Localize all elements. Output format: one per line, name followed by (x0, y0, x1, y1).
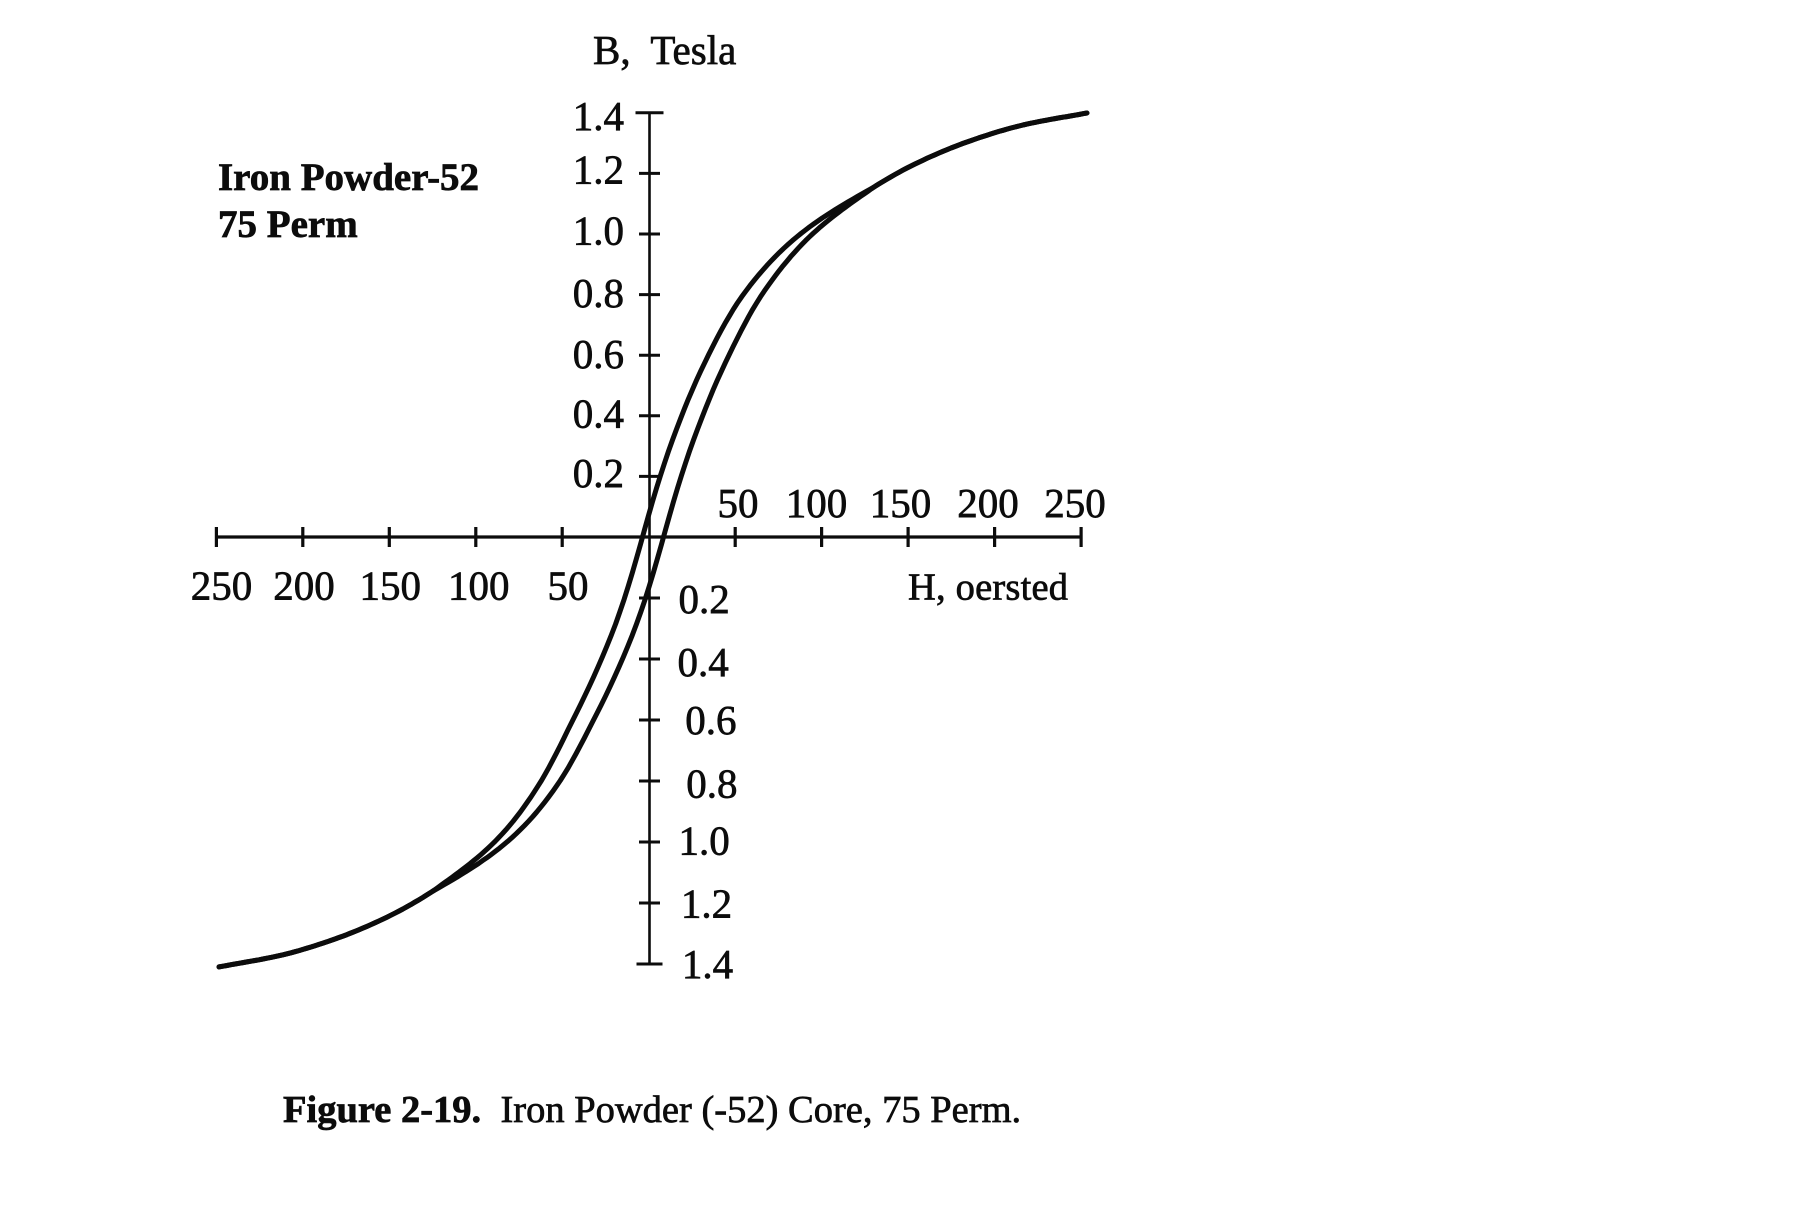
svg-text:0.4: 0.4 (678, 639, 729, 685)
svg-text:100: 100 (786, 480, 848, 526)
svg-text:50: 50 (548, 563, 589, 609)
svg-text:0.4: 0.4 (573, 391, 624, 437)
svg-text:200: 200 (273, 563, 335, 609)
svg-text:1.4: 1.4 (573, 93, 624, 139)
svg-text:Figure 2-19. Iron Powder (-52: Figure 2-19. Iron Powder (-52) Core, 75 … (283, 1089, 1021, 1131)
svg-text:75 Perm: 75 Perm (218, 203, 358, 246)
svg-text:200: 200 (957, 480, 1019, 526)
svg-text:50: 50 (718, 480, 759, 526)
svg-text:150: 150 (870, 480, 932, 526)
svg-text:1.0: 1.0 (573, 208, 624, 254)
svg-text:250: 250 (191, 563, 253, 609)
svg-text:0.2: 0.2 (679, 576, 730, 622)
svg-text:150: 150 (360, 563, 422, 609)
svg-text:Iron Powder-52: Iron Powder-52 (218, 156, 479, 199)
svg-text:1.2: 1.2 (681, 881, 732, 927)
svg-text:0.6: 0.6 (685, 697, 736, 743)
svg-text:250: 250 (1044, 480, 1106, 526)
svg-text:0.8: 0.8 (686, 761, 737, 807)
svg-text:B, Tesla: B, Tesla (593, 27, 736, 73)
svg-text:0.2: 0.2 (573, 450, 624, 496)
svg-text:1.0: 1.0 (679, 818, 730, 864)
svg-text:100: 100 (448, 563, 510, 609)
svg-text:1.4: 1.4 (682, 941, 733, 987)
svg-text:0.8: 0.8 (573, 270, 624, 316)
svg-text:H, oersted: H, oersted (908, 567, 1068, 609)
svg-text:0.6: 0.6 (573, 331, 624, 377)
svg-text:1.2: 1.2 (573, 147, 624, 193)
